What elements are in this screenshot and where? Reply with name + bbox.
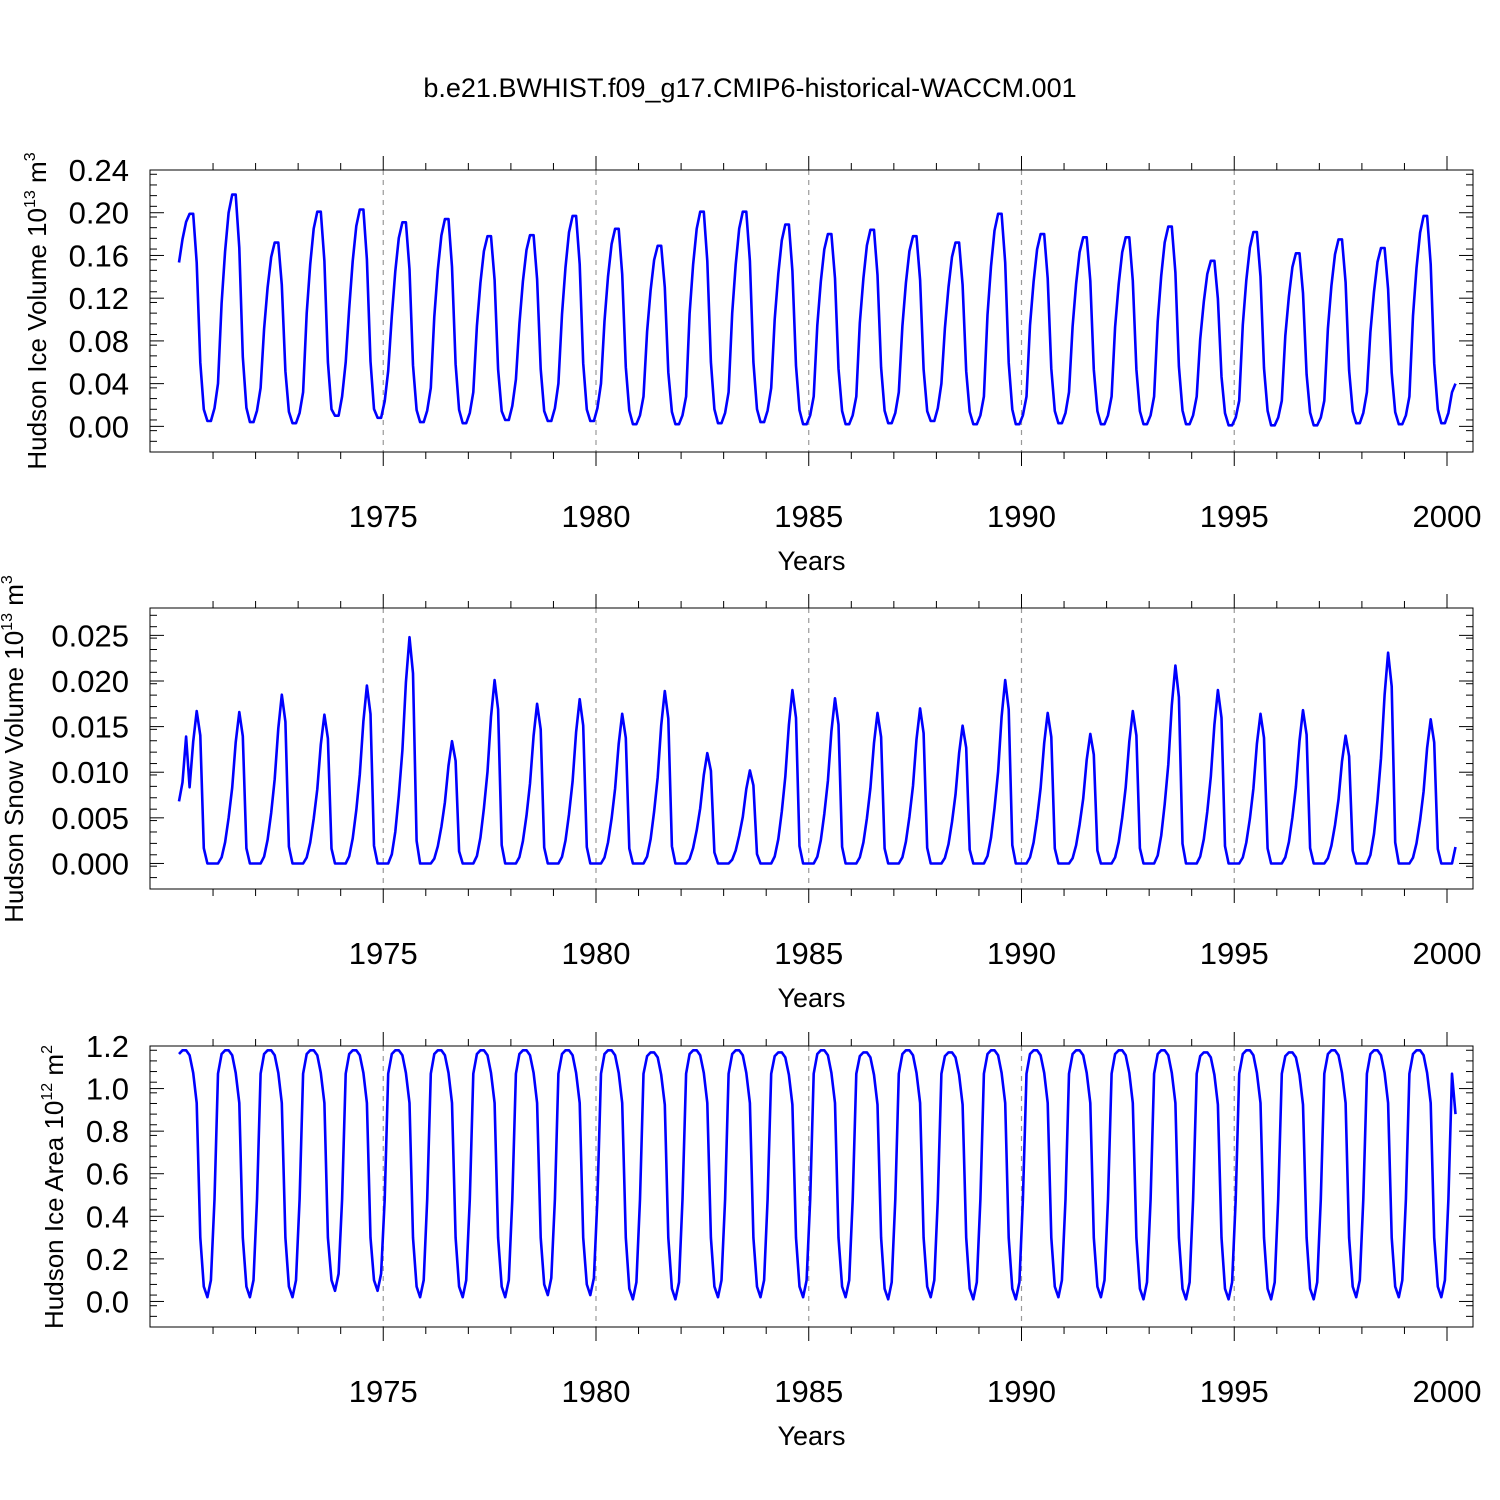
x-tick-label: 1980 [562, 499, 631, 534]
x-tick-label: 1980 [562, 1374, 631, 1409]
y-axis-label: Hudson Ice Area 1012 m2 [39, 1045, 69, 1329]
y-tick-label: 0.04 [69, 367, 129, 402]
y-tick-label: 0.005 [51, 801, 129, 836]
y-tick-labels: 0.0 0.2 0.4 0.6 0.8 1.0 1.2 [86, 1029, 129, 1319]
y-tick-label: 0.4 [86, 1199, 129, 1234]
x-tick-label: 1995 [1200, 1374, 1269, 1409]
x-tick-label: 1995 [1200, 936, 1269, 971]
x-tick-label: 1975 [349, 1374, 418, 1409]
minor-ticks [150, 1039, 1473, 1334]
y-axis-label-exponent: 12 [39, 1083, 56, 1101]
x-tick-labels: 1975 1980 1985 1990 1995 2000 [349, 936, 1482, 971]
ice-volume-panel: 0.00 0.04 0.08 0.12 0.16 0.20 0.24 1975 1980 198… [22, 152, 1481, 576]
x-tick-label: 1990 [987, 936, 1056, 971]
y-axis-label-text: Hudson Ice Area 10 [39, 1101, 69, 1329]
y-tick-label: 0.010 [51, 755, 129, 790]
major-ticks [150, 594, 1473, 903]
ice-area-panel: 0.00.20.40.60.81.01.2 1975 1980 1985 1990 19… [39, 1029, 1481, 1451]
y-tick-label: 0.08 [69, 324, 129, 359]
series-line [178, 1049, 1457, 1301]
y-tick-label: 1.2 [86, 1029, 129, 1064]
y-tick-label: 0.20 [69, 196, 129, 231]
y-axis-label-unit-exponent: 3 [22, 152, 39, 161]
y-tick-labels: 0.000 0.005 0.010 0.015 0.020 0.025 [51, 618, 129, 881]
snow-volume-series [177, 635, 1457, 865]
x-tick-labels: 1975 1980 1985 1990 1995 2000 [349, 1374, 1482, 1409]
y-tick-label: 0.12 [69, 281, 129, 316]
ice-area-series [178, 1049, 1457, 1301]
y-axis-label-text: Hudson Ice Volume 10 [22, 208, 52, 470]
x-tick-labels: 1975 1980 1985 1990 1995 2000 [349, 499, 1482, 534]
plot-frame [149, 607, 1474, 890]
x-tick-label: 2000 [1413, 499, 1482, 534]
y-tick-label: 0.00 [69, 409, 129, 444]
y-tick-label: 0.6 [86, 1157, 129, 1192]
x-tick-label: 1990 [987, 499, 1056, 534]
x-tick-label: 1985 [774, 936, 843, 971]
minor-ticks [150, 601, 1473, 896]
y-tick-label: 0.24 [69, 153, 129, 188]
y-axis-label: Hudson Ice Volume 1013 m3 [22, 152, 52, 469]
y-tick-label: 1.0 [86, 1072, 129, 1107]
minor-ticks [150, 163, 1473, 459]
major-ticks [150, 1032, 1473, 1341]
y-axis-label: Hudson Snow Volume 1013 m3 [0, 575, 29, 923]
x-tick-label: 1980 [562, 936, 631, 971]
ice-volume-series [177, 193, 1457, 427]
x-tick-label: 1975 [349, 499, 418, 534]
x-tick-label: 1995 [1200, 499, 1269, 534]
x-tick-label: 2000 [1413, 1374, 1482, 1409]
series-line [177, 193, 1457, 427]
plot-frame [149, 169, 1474, 453]
x-axis-label: Years [777, 983, 845, 1013]
x-tick-label: 1985 [774, 1374, 843, 1409]
x-axis-label: Years [777, 1421, 845, 1451]
y-tick-label: 0.2 [86, 1242, 129, 1277]
y-tick-label: 0.020 [51, 664, 129, 699]
y-axis-label-unit-exponent: 3 [0, 575, 16, 584]
x-tick-label: 2000 [1413, 936, 1482, 971]
y-axis-label-unit: m [22, 161, 52, 190]
y-tick-label: 0.8 [86, 1114, 129, 1149]
y-tick-label: 0.16 [69, 238, 129, 273]
y-axis-label-unit: m [39, 1054, 69, 1083]
figure-title: b.e21.BWHIST.f09_g17.CMIP6-historical-WA… [423, 73, 1076, 103]
y-axis-label-unit-exponent: 2 [39, 1045, 56, 1054]
y-axis-label-unit: m [0, 584, 29, 613]
y-axis-label-exponent: 13 [0, 613, 16, 631]
y-axis-label-exponent: 13 [22, 190, 39, 208]
series-line [177, 635, 1457, 865]
x-axis-label: Years [777, 546, 845, 576]
x-tick-label: 1975 [349, 936, 418, 971]
vertical-grid [382, 608, 1235, 889]
y-tick-label: 0.0 [86, 1284, 129, 1319]
y-tick-label: 0.015 [51, 710, 129, 745]
x-tick-label: 1985 [774, 499, 843, 534]
y-axis-label-text: Hudson Snow Volume 10 [0, 631, 29, 923]
y-tick-labels: 0.00 0.04 0.08 0.12 0.16 0.20 0.24 [69, 153, 129, 444]
y-tick-label: 0.025 [51, 618, 129, 653]
plot-frame [149, 1045, 1474, 1328]
y-tick-label: 0.000 [51, 846, 129, 881]
x-tick-label: 1990 [987, 1374, 1056, 1409]
